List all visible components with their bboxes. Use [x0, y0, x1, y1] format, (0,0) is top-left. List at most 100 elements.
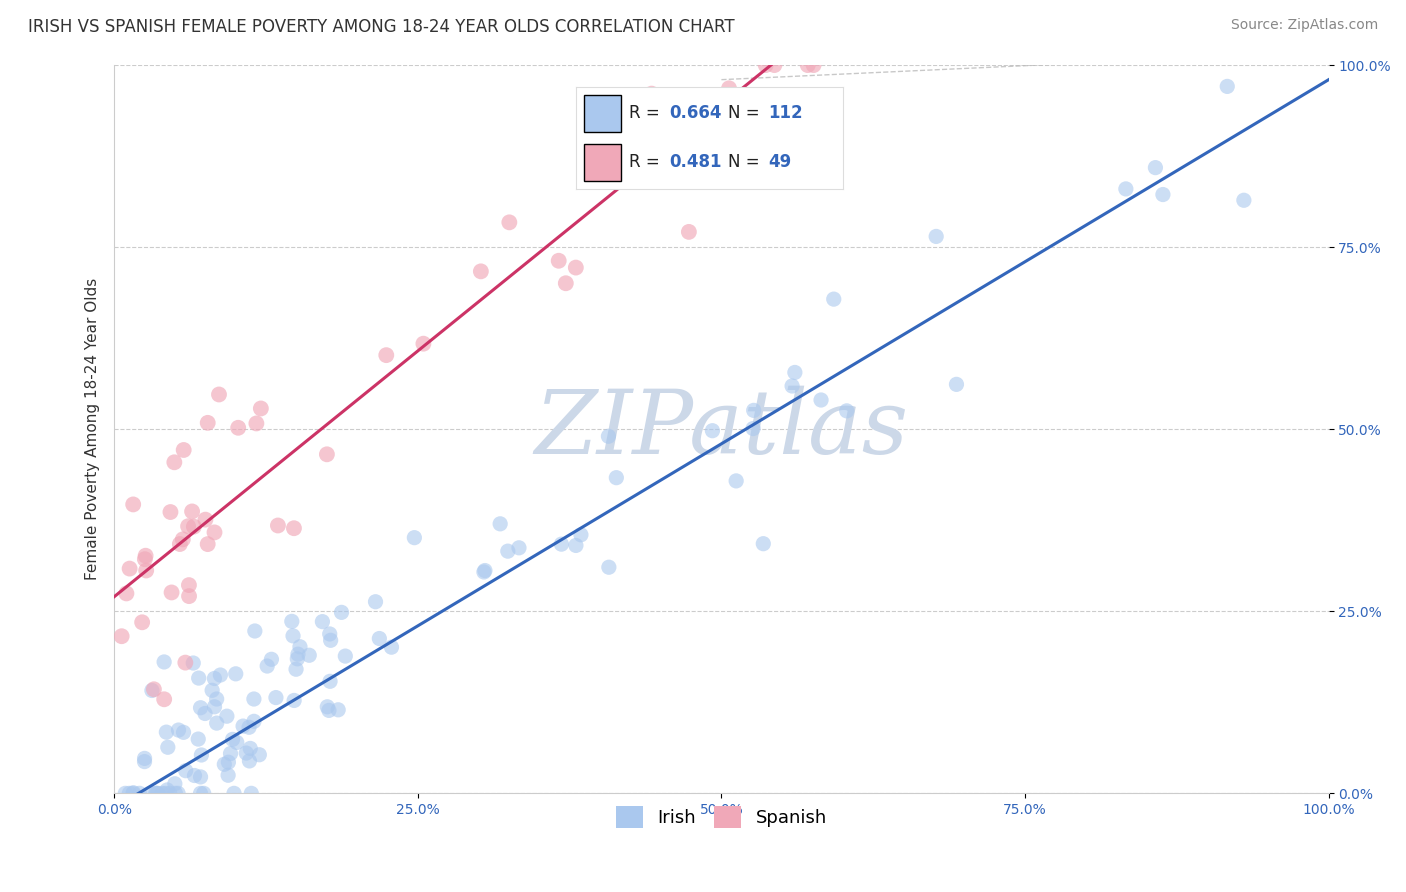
- Point: [285, 662, 308, 676]
- Point: [823, 292, 845, 306]
- Point: [205, 692, 228, 706]
- Point: [187, 732, 209, 747]
- Point: [142, 682, 165, 697]
- Point: [145, 786, 167, 800]
- Point: [222, 786, 245, 800]
- Text: IRISH VS SPANISH FEMALE POVERTY AMONG 18-24 YEAR OLDS CORRELATION CHART: IRISH VS SPANISH FEMALE POVERTY AMONG 18…: [28, 18, 735, 36]
- Point: [156, 740, 179, 755]
- Point: [287, 647, 309, 661]
- Point: [316, 699, 339, 714]
- Point: [256, 659, 278, 673]
- Point: [204, 525, 226, 540]
- Point: [835, 404, 858, 418]
- Point: [330, 606, 353, 620]
- Point: [225, 666, 247, 681]
- Point: [159, 505, 181, 519]
- Point: [232, 719, 254, 733]
- Point: [181, 656, 204, 670]
- Point: [752, 537, 775, 551]
- Point: [1152, 187, 1174, 202]
- Point: [208, 387, 231, 401]
- Text: ZIPatlas: ZIPatlas: [534, 386, 908, 473]
- Point: [285, 652, 308, 666]
- Point: [131, 615, 153, 630]
- Point: [319, 674, 342, 689]
- Point: [1144, 161, 1167, 175]
- Point: [569, 528, 592, 542]
- Point: [1233, 194, 1256, 208]
- Point: [472, 565, 495, 579]
- Point: [554, 277, 576, 291]
- Point: [783, 366, 806, 380]
- Point: [281, 629, 304, 643]
- Point: [945, 377, 967, 392]
- Y-axis label: Female Poverty Among 18-24 Year Olds: Female Poverty Among 18-24 Year Olds: [86, 278, 100, 581]
- Point: [187, 671, 209, 685]
- Point: [190, 770, 212, 784]
- Point: [174, 656, 197, 670]
- Point: [318, 703, 340, 717]
- Point: [197, 537, 219, 551]
- Point: [605, 471, 627, 485]
- Point: [217, 768, 239, 782]
- Point: [145, 786, 167, 800]
- Point: [565, 260, 588, 275]
- Point: [173, 725, 195, 739]
- Point: [1216, 79, 1239, 94]
- Point: [141, 683, 163, 698]
- Point: [470, 264, 492, 278]
- Point: [153, 692, 176, 706]
- Point: [565, 538, 588, 552]
- Point: [412, 336, 434, 351]
- Point: [122, 786, 145, 800]
- Point: [742, 421, 765, 435]
- Point: [177, 519, 200, 533]
- Point: [281, 615, 304, 629]
- Point: [204, 672, 226, 686]
- Point: [135, 564, 157, 578]
- Point: [803, 58, 825, 72]
- Point: [156, 783, 179, 797]
- Point: [173, 442, 195, 457]
- Point: [316, 447, 339, 461]
- Point: [695, 156, 717, 170]
- Point: [250, 401, 273, 416]
- Point: [298, 648, 321, 663]
- Point: [311, 615, 333, 629]
- Point: [380, 640, 402, 655]
- Point: [319, 627, 342, 641]
- Point: [183, 768, 205, 782]
- Point: [404, 531, 426, 545]
- Point: [755, 58, 778, 72]
- Point: [264, 690, 287, 705]
- Point: [193, 786, 215, 800]
- Point: [598, 560, 620, 574]
- Point: [174, 764, 197, 778]
- Point: [139, 786, 162, 800]
- Point: [613, 161, 636, 175]
- Point: [678, 225, 700, 239]
- Point: [219, 747, 242, 761]
- Point: [238, 754, 260, 768]
- Point: [122, 786, 145, 800]
- Point: [159, 786, 181, 800]
- Point: [335, 649, 357, 664]
- Point: [128, 786, 150, 800]
- Point: [267, 518, 290, 533]
- Point: [205, 716, 228, 731]
- Point: [245, 417, 267, 431]
- Point: [201, 683, 224, 698]
- Point: [247, 747, 270, 762]
- Point: [160, 585, 183, 599]
- Point: [742, 403, 765, 417]
- Point: [283, 693, 305, 707]
- Point: [319, 633, 342, 648]
- Point: [288, 640, 311, 654]
- Point: [183, 519, 205, 533]
- Point: [134, 755, 156, 769]
- Point: [763, 58, 786, 72]
- Point: [780, 379, 803, 393]
- Point: [283, 521, 305, 535]
- Point: [221, 732, 243, 747]
- Point: [194, 706, 217, 721]
